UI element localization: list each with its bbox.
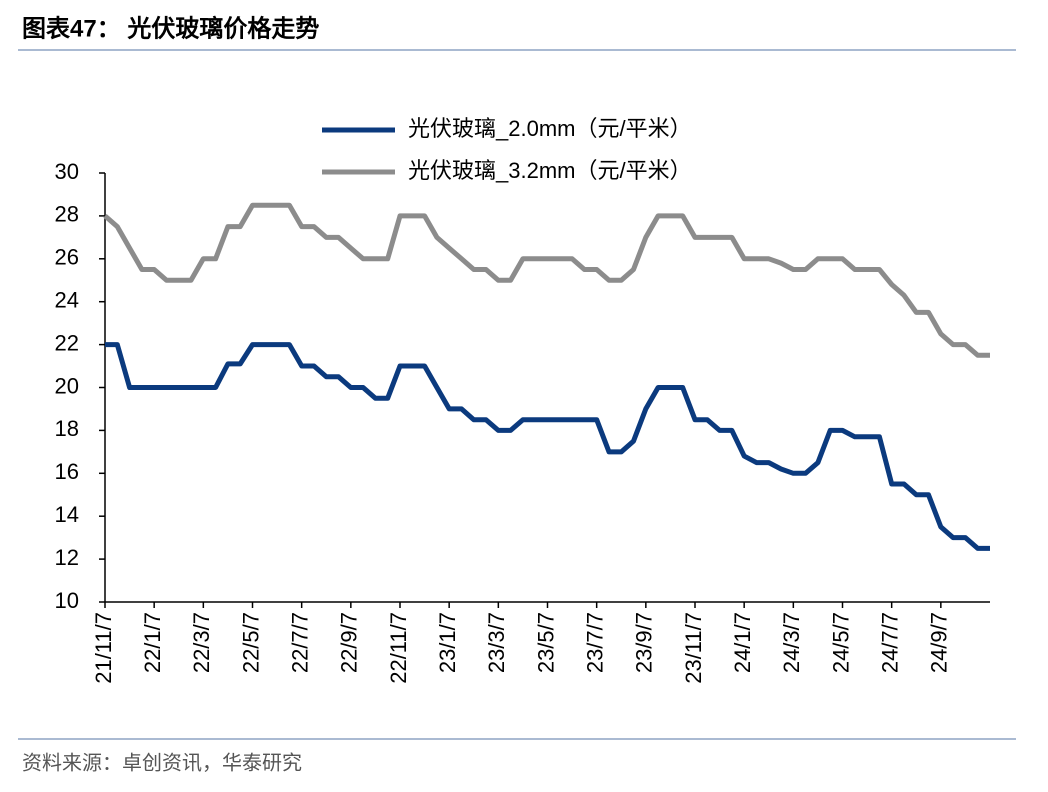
y-tick-label: 22 <box>55 330 79 355</box>
x-tick-label: 23/1/7 <box>435 612 460 673</box>
legend-label: 光伏玻璃_2.0mm（元/平米） <box>408 116 692 141</box>
x-tick-label: 24/9/7 <box>927 612 952 673</box>
y-tick-label: 12 <box>55 545 79 570</box>
x-tick-label: 22/11/7 <box>386 612 411 684</box>
y-tick-label: 24 <box>55 288 79 313</box>
legend-label: 光伏玻璃_3.2mm（元/平米） <box>408 158 692 183</box>
x-tick-label: 24/1/7 <box>730 612 755 673</box>
x-tick-label: 23/11/7 <box>681 612 706 684</box>
x-tick-label: 23/7/7 <box>582 612 607 673</box>
series-line <box>105 342 990 551</box>
source-note: 资料来源：卓创资讯，华泰研究 <box>22 751 302 774</box>
y-tick-label: 26 <box>55 245 79 270</box>
y-tick-label: 16 <box>55 459 79 484</box>
y-tick-label: 28 <box>55 202 79 227</box>
x-tick-label: 23/3/7 <box>484 612 509 673</box>
y-tick-label: 14 <box>55 502 79 527</box>
x-tick-label: 22/1/7 <box>140 612 165 673</box>
x-tick-label: 23/9/7 <box>632 612 657 673</box>
y-tick-label: 18 <box>55 416 79 441</box>
x-tick-label: 22/9/7 <box>337 612 362 673</box>
x-tick-label: 23/5/7 <box>533 612 558 673</box>
y-tick-label: 30 <box>55 159 79 184</box>
x-tick-label: 22/3/7 <box>189 612 214 673</box>
x-tick-label: 24/3/7 <box>779 612 804 673</box>
chart-title: 图表47： 光伏玻璃价格走势 <box>22 14 319 42</box>
x-tick-label: 21/11/7 <box>91 612 116 684</box>
series-line <box>103 202 990 358</box>
x-tick-label: 22/7/7 <box>287 612 312 673</box>
x-tick-label: 24/5/7 <box>828 612 853 673</box>
y-tick-label: 10 <box>55 588 79 613</box>
x-tick-label: 24/7/7 <box>877 612 902 673</box>
y-tick-label: 20 <box>55 373 79 398</box>
x-tick-label: 22/5/7 <box>238 612 263 673</box>
